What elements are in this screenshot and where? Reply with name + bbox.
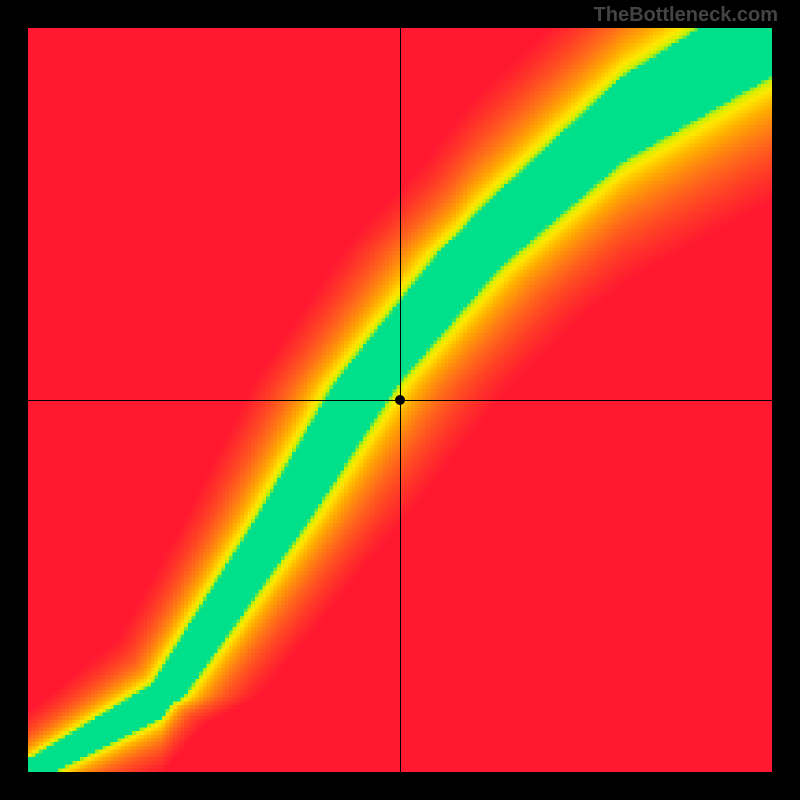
crosshair-marker (395, 395, 405, 405)
plot-area (28, 28, 772, 772)
watermark: TheBottleneck.com (594, 4, 778, 27)
chart-container: TheBottleneck.com (0, 0, 800, 800)
